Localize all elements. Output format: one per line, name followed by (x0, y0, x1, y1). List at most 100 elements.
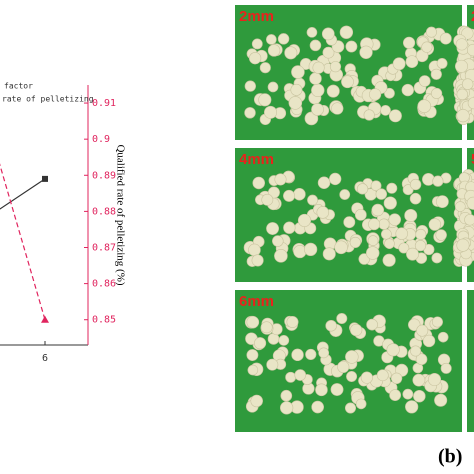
pellet (359, 45, 373, 59)
pellet (329, 61, 342, 73)
chart: 0.85 0.86 0.87 0.88 0.89 0.9 0.91 6 (0, 85, 116, 364)
pellet (402, 388, 414, 400)
pellet (261, 193, 274, 206)
pellet (415, 353, 428, 366)
y2-axis-label: Qualified rate of pelletizing (%) (114, 144, 126, 285)
pellet (334, 240, 348, 255)
legend-entry: rate of pelletizing (2, 95, 94, 104)
pellet (431, 252, 443, 264)
pellet (248, 243, 261, 257)
pellet (311, 103, 324, 116)
pellet (432, 175, 444, 187)
photo-label: 2mm (239, 8, 274, 25)
pellet (371, 203, 385, 217)
pellet (316, 206, 330, 219)
series-line (0, 178, 46, 210)
pellet (384, 87, 395, 99)
pellet (436, 57, 448, 69)
pellet (344, 402, 357, 414)
pellet (315, 383, 328, 397)
pellet (290, 83, 303, 96)
pellet (354, 208, 367, 221)
pellet (272, 235, 284, 247)
pellet (380, 105, 391, 116)
pellet (247, 364, 259, 376)
pellet (251, 38, 263, 50)
pellet (267, 44, 281, 57)
pellet (280, 401, 294, 415)
pellet (346, 370, 358, 382)
pellet (246, 315, 260, 329)
pellet (431, 87, 443, 99)
pellet (435, 229, 447, 241)
pellet (384, 238, 395, 249)
pellet (325, 319, 337, 332)
pellet (431, 316, 443, 328)
pellet (421, 41, 433, 53)
pellet (370, 180, 382, 192)
y2-tick-label: 0.9 (92, 134, 110, 145)
pellet (456, 109, 470, 123)
pellet (405, 400, 419, 414)
pellet (267, 81, 279, 93)
pellet (343, 216, 356, 229)
pellet (266, 34, 277, 45)
y2-tick-label: 0.87 (92, 243, 116, 254)
pellet (330, 383, 344, 396)
pellet (428, 218, 442, 231)
pellet (309, 39, 322, 52)
pellet (288, 96, 303, 110)
pellet (341, 75, 354, 89)
pellet (266, 358, 279, 371)
pellet (303, 242, 318, 257)
pellet (252, 176, 265, 190)
pellet (318, 347, 330, 359)
pellet (368, 218, 381, 231)
pellet (418, 75, 431, 87)
pellet (360, 371, 373, 384)
pellet (410, 345, 422, 357)
pellet (405, 55, 419, 68)
photo-label: 6mm (239, 293, 274, 310)
pellet (366, 318, 378, 331)
photo (235, 148, 462, 282)
pellet (274, 173, 287, 186)
pellet (415, 228, 427, 240)
pellet (306, 27, 318, 38)
photo-label: 4mm (239, 151, 274, 168)
pellet (345, 40, 358, 53)
pellet (304, 111, 319, 126)
y2-tick-label: 0.89 (92, 170, 116, 181)
pellet (366, 246, 380, 260)
marker (42, 175, 48, 182)
pellet (413, 389, 426, 403)
pellet (246, 349, 259, 361)
pellet (317, 176, 331, 190)
pellet (337, 360, 350, 373)
pellet (311, 400, 324, 414)
pellet (356, 183, 369, 195)
pellet (264, 105, 278, 119)
pellet (439, 32, 452, 45)
pellet (466, 43, 474, 57)
pellet (378, 218, 390, 230)
pellet (456, 88, 468, 101)
pellet (440, 362, 452, 374)
pellet (404, 208, 418, 222)
pellet (383, 196, 397, 210)
pellet (309, 72, 322, 85)
pellet (466, 196, 474, 210)
pellet (339, 189, 351, 200)
pellet (329, 172, 342, 186)
pellet (402, 36, 416, 49)
pellet (254, 337, 267, 350)
pellet (345, 350, 359, 364)
pellet (390, 372, 403, 385)
pellet (349, 323, 363, 337)
pellet (422, 334, 436, 348)
pellet (331, 102, 344, 115)
pellet (322, 46, 335, 59)
pellet (376, 369, 389, 382)
pellet (417, 99, 432, 113)
pellet (369, 88, 382, 101)
